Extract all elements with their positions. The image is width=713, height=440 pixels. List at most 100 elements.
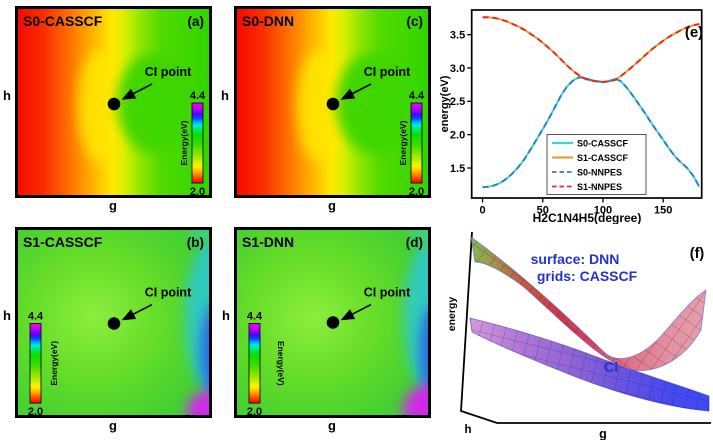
contour-bulge <box>78 50 122 162</box>
axis-ticks: 0 50 100 150 1.5 2.0 2.5 3.0 3.5 <box>450 29 672 216</box>
contour-green <box>336 53 412 153</box>
annotation-grids: grids: CASSCF <box>537 268 638 284</box>
surface-s0-mesh <box>469 317 710 412</box>
corner-magenta <box>187 390 212 418</box>
x-tick-label: 100 <box>594 205 612 217</box>
panel-frame <box>15 227 212 418</box>
panel-d-xlabel: g <box>328 418 336 433</box>
y-tick-label: 2.0 <box>450 129 465 141</box>
panel-c-ylabel: h <box>221 88 229 103</box>
panel-title: S1-CASSCF <box>23 234 103 250</box>
colorbar-gradient <box>29 323 42 404</box>
surface-s0-lower <box>469 317 710 412</box>
ci-point-label: CI point <box>364 286 410 300</box>
colorbar-gradient <box>410 102 423 184</box>
panel-a-ylabel: h <box>3 88 11 103</box>
panel-c-xlabel: g <box>328 198 336 213</box>
panel-c-heatmap: 4.4 2.0 Energy(eV) CI point S0-DNN (c) <box>234 6 431 198</box>
panel-title: S1-DNN <box>242 234 294 250</box>
colorbar-gradient <box>191 102 204 184</box>
colorbar-max: 4.4 <box>409 90 425 102</box>
panel-a-s0-casscf: 4.4 2.0 Energy(eV) CI point S0-CASSCF (a… <box>15 6 212 198</box>
ci-point-marker <box>326 97 340 111</box>
g-axis-label: g <box>599 427 607 440</box>
y-tick-label: 3.5 <box>450 29 465 41</box>
curve-s0-nnpes <box>482 76 701 189</box>
panel-tag: (f) <box>690 246 705 262</box>
x-tick-label: 50 <box>537 205 549 217</box>
colorbar-max: 4.4 <box>247 311 263 323</box>
panel-b-s1-casscf: 4.4 2.0 Energy(eV) CI point S1-CASSCF (b… <box>15 227 212 418</box>
ci-point-label: CI point <box>145 65 192 79</box>
panel-e-line-chart: 0 50 100 150 1.5 2.0 2.5 3.0 3.5 S0-CASSCF S1-CA… <box>439 9 703 224</box>
ci-point-label: CI point <box>145 286 191 300</box>
corner-magenta <box>403 384 431 418</box>
x-axis-title: H2C1N4H5(degree) <box>533 211 642 224</box>
panel-d-ylabel: h <box>222 308 230 323</box>
legend: S0-CASSCF S1-CASSCF S0-NNPES S1-NNPES <box>546 134 647 195</box>
colorbar-label: Energy(eV) <box>276 341 286 386</box>
colorbar-label: Energy(eV) <box>179 120 189 165</box>
legend-label: S0-CASSCF <box>577 139 629 149</box>
surface-s1-upper <box>470 236 707 372</box>
panel-tag: (a) <box>188 14 205 29</box>
y-tick-label: 1.5 <box>450 163 465 175</box>
colorbar: 4.4 2.0 Energy(eV) <box>28 311 59 418</box>
energy-axis-label: energy <box>446 297 458 332</box>
colorbar-max: 4.4 <box>190 90 206 102</box>
panel-c-s0-dnn: 4.4 2.0 Energy(eV) CI point S0-DNN (c) <box>234 6 431 198</box>
ci-arrow <box>340 83 372 100</box>
x-tick-label: 0 <box>479 205 485 217</box>
ci-point-marker <box>107 97 121 111</box>
panel-tag: (c) <box>407 14 424 29</box>
ci-arrow <box>340 303 372 321</box>
panel-frame <box>15 6 212 198</box>
panel-tag: (b) <box>187 235 204 250</box>
panel-d-heatmap: 4.4 2.0 Energy(eV) CI point S1-DNN (d) <box>234 227 431 418</box>
panel-b-ylabel: h <box>3 308 11 323</box>
legend-label: S1-NNPES <box>577 182 622 192</box>
corner-teal <box>190 227 212 243</box>
ci-arrow <box>121 83 153 100</box>
colorbar-max: 4.4 <box>28 311 44 323</box>
panel-frame <box>234 6 431 198</box>
colorbar: 4.4 2.0 Energy(eV) <box>247 311 286 418</box>
ci-point-label: CI point <box>364 65 411 79</box>
colorbar-label: Energy(eV) <box>398 120 408 165</box>
legend-box <box>546 134 647 195</box>
panel-tag: (d) <box>406 235 423 250</box>
panel-b-xlabel: g <box>109 418 117 433</box>
panel-a-heatmap: 4.4 2.0 Energy(eV) CI point S0-CASSCF (a… <box>15 6 212 198</box>
h-axis-label: h <box>464 424 471 436</box>
panel-f-3d-plot: surface: DNN grids: CASSCF CI (f) h g en… <box>446 231 711 440</box>
ci-label: CI <box>604 360 619 376</box>
ci-point-marker <box>326 316 340 329</box>
panel-d-s1-dnn: 4.4 2.0 Energy(eV) CI point S1-DNN (d) <box>234 227 431 418</box>
axes-3d <box>460 231 711 424</box>
panel-a-xlabel: g <box>109 198 117 213</box>
colorbar-gradient <box>248 323 261 404</box>
contour-bulge <box>297 50 341 162</box>
y-axis-title: energy(eV) <box>439 75 451 132</box>
surface-s1-mesh <box>470 236 707 372</box>
legend-label: S0-NNPES <box>577 168 622 178</box>
contour-green <box>117 53 193 153</box>
colorbar-min: 2.0 <box>247 406 262 418</box>
y-tick-label: 3.0 <box>450 63 465 75</box>
x-tick-label: 150 <box>654 205 672 217</box>
ci-point-marker <box>107 317 121 330</box>
panel-b-heatmap: 4.4 2.0 Energy(eV) CI point S1-CASSCF (b… <box>15 227 212 418</box>
annotation-surface: surface: DNN <box>531 251 620 267</box>
panel-title: S0-CASSCF <box>23 13 103 29</box>
colorbar-min: 2.0 <box>28 406 43 418</box>
panel-title: S0-DNN <box>242 13 294 29</box>
y-tick-label: 2.5 <box>450 96 465 108</box>
colorbar-label: Energy(eV) <box>49 341 59 386</box>
corner-teal <box>409 227 431 243</box>
curve-s1-nnpes <box>482 16 700 83</box>
legend-label: S1-CASSCF <box>577 153 629 163</box>
ci-arrow <box>121 303 153 321</box>
panel-tag: (e) <box>685 24 703 41</box>
panel-frame <box>234 227 431 418</box>
